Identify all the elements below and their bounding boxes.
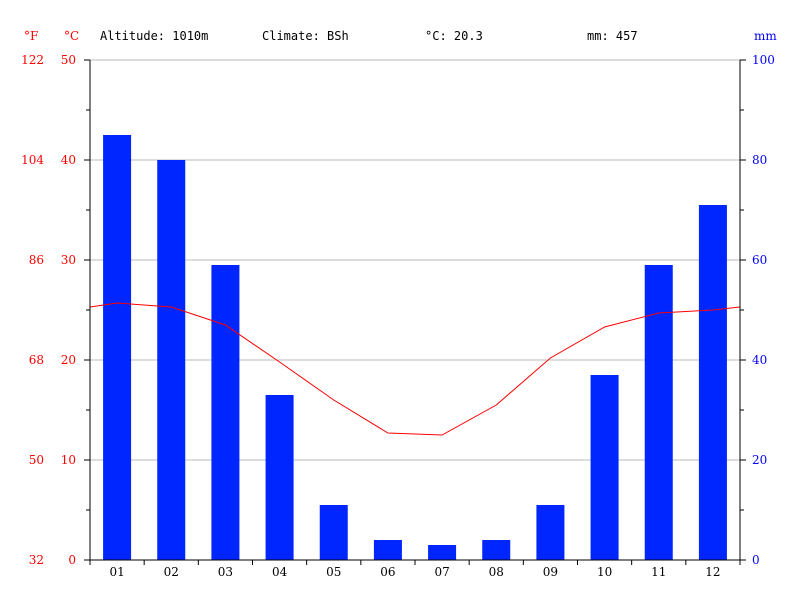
celsius-tick-label: 30	[61, 253, 76, 267]
temperature-line-group	[89, 302, 741, 436]
axes	[84, 59, 746, 565]
precip-bar	[103, 135, 132, 560]
gridlines	[90, 59, 740, 461]
precip-total-label: mm: 457	[587, 29, 638, 43]
celsius-tick-label: 50	[61, 53, 76, 67]
altitude-label: Altitude: 1010m	[100, 29, 208, 43]
celsius-tick-label: 40	[61, 153, 76, 167]
precip-bar	[644, 265, 673, 560]
precip-bar	[482, 540, 511, 560]
fahrenheit-tick-label: 122	[21, 53, 44, 67]
month-label: 08	[489, 565, 504, 579]
fahrenheit-tick-label: 50	[29, 453, 44, 467]
month-label: 09	[543, 565, 558, 579]
precip-bar	[157, 160, 186, 560]
precip-bar	[373, 540, 402, 560]
fahrenheit-tick-label: 32	[29, 553, 44, 567]
month-label: 11	[651, 565, 666, 579]
mm-tick-label: 0	[752, 553, 760, 567]
celsius-tick-label: 0	[68, 553, 76, 567]
celsius-tick-label: 10	[61, 453, 76, 467]
celsius-unit-label: °C	[64, 29, 79, 43]
mm-tick-label: 60	[752, 253, 767, 267]
precip-bar	[428, 545, 457, 560]
month-label: 02	[164, 565, 179, 579]
mm-unit-label: mm	[754, 29, 777, 43]
month-label: 03	[218, 565, 233, 579]
temperature-line	[89, 302, 741, 436]
month-label: 01	[109, 565, 124, 579]
fahrenheit-unit-label: °F	[24, 29, 38, 43]
climate-label: Climate: BSh	[262, 29, 349, 43]
precip-bar	[590, 375, 619, 560]
mm-tick-label: 20	[752, 453, 767, 467]
month-label: 04	[272, 565, 288, 579]
precip-bar	[319, 505, 348, 560]
mean-temp-label: °C: 20.3	[425, 29, 483, 43]
mm-tick-label: 100	[752, 53, 775, 67]
celsius-tick-label: 20	[61, 353, 76, 367]
month-label: 12	[705, 565, 720, 579]
mm-tick-label: 80	[752, 153, 767, 167]
fahrenheit-tick-label: 68	[29, 353, 44, 367]
precip-bar	[698, 205, 727, 560]
month-label: 05	[326, 565, 341, 579]
mm-tick-label: 40	[752, 353, 767, 367]
month-label: 07	[434, 565, 449, 579]
fahrenheit-tick-label: 104	[21, 153, 44, 167]
month-label: 10	[597, 565, 612, 579]
precip-bar	[211, 265, 240, 560]
month-label: 06	[380, 565, 395, 579]
precip-bar	[536, 505, 565, 560]
fahrenheit-tick-label: 86	[29, 253, 44, 267]
precip-bar	[265, 395, 294, 560]
precipitation-bars	[103, 135, 727, 560]
